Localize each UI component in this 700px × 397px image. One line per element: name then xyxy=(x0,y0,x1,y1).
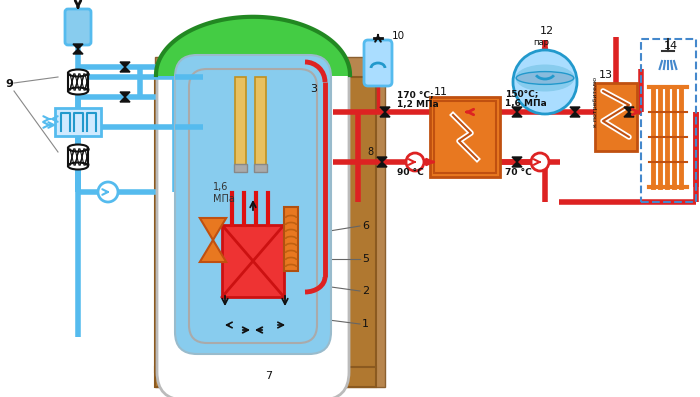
Circle shape xyxy=(513,50,577,114)
Text: 10: 10 xyxy=(392,31,405,41)
Polygon shape xyxy=(120,92,130,97)
Text: 150°С;
1,6 МПа: 150°С; 1,6 МПа xyxy=(505,89,547,108)
Bar xyxy=(595,83,637,151)
Bar xyxy=(284,207,298,271)
Polygon shape xyxy=(377,162,387,167)
Ellipse shape xyxy=(516,65,574,91)
Polygon shape xyxy=(512,107,522,112)
Bar xyxy=(68,73,88,91)
Text: 13: 13 xyxy=(599,70,613,80)
Text: 9: 9 xyxy=(5,79,13,89)
Polygon shape xyxy=(199,218,226,262)
Polygon shape xyxy=(73,44,83,49)
Text: 7: 7 xyxy=(265,371,272,381)
Circle shape xyxy=(406,153,424,171)
Polygon shape xyxy=(380,112,390,117)
FancyBboxPatch shape xyxy=(65,9,91,45)
Text: 14: 14 xyxy=(664,41,678,51)
Polygon shape xyxy=(156,17,350,75)
Ellipse shape xyxy=(516,71,574,85)
Polygon shape xyxy=(570,107,580,112)
Bar xyxy=(155,57,385,387)
Polygon shape xyxy=(380,107,390,112)
Bar xyxy=(222,225,284,297)
Text: 2: 2 xyxy=(362,286,369,296)
Polygon shape xyxy=(624,107,634,112)
Polygon shape xyxy=(120,67,130,72)
Text: 1: 1 xyxy=(362,319,369,329)
Bar xyxy=(234,164,247,172)
Bar xyxy=(348,77,376,372)
Polygon shape xyxy=(624,112,634,117)
Bar xyxy=(68,148,88,166)
Bar xyxy=(430,97,500,177)
FancyBboxPatch shape xyxy=(175,55,331,354)
Text: 90 °С: 90 °С xyxy=(397,168,424,177)
Bar xyxy=(55,108,101,136)
Text: 170 °С;
1,2 МПа: 170 °С; 1,2 МПа xyxy=(397,90,439,109)
Circle shape xyxy=(531,153,549,171)
Text: пар: пар xyxy=(533,38,549,47)
Ellipse shape xyxy=(68,87,88,94)
Circle shape xyxy=(98,182,118,202)
Ellipse shape xyxy=(68,69,88,77)
FancyBboxPatch shape xyxy=(364,40,392,86)
Ellipse shape xyxy=(68,162,88,170)
Text: 3: 3 xyxy=(310,84,317,94)
Polygon shape xyxy=(120,97,130,102)
Text: к потребителю: к потребителю xyxy=(593,77,598,127)
Bar xyxy=(235,77,246,172)
Polygon shape xyxy=(73,49,83,54)
Text: 5: 5 xyxy=(362,254,369,264)
Text: 70 °С: 70 °С xyxy=(505,168,532,177)
Text: 8: 8 xyxy=(367,147,373,157)
Polygon shape xyxy=(120,62,130,67)
Text: 6: 6 xyxy=(362,221,369,231)
Bar xyxy=(254,164,267,172)
Text: 1,6
МПа: 1,6 МПа xyxy=(213,182,235,204)
Polygon shape xyxy=(512,157,522,162)
Polygon shape xyxy=(512,162,522,167)
Bar xyxy=(434,101,496,173)
Polygon shape xyxy=(512,112,522,117)
Polygon shape xyxy=(570,112,580,117)
FancyBboxPatch shape xyxy=(157,49,349,397)
Bar xyxy=(155,367,376,387)
Bar xyxy=(155,77,183,372)
Bar xyxy=(255,77,266,172)
Polygon shape xyxy=(377,157,387,162)
Bar xyxy=(641,39,696,202)
Text: 11: 11 xyxy=(434,87,448,97)
Ellipse shape xyxy=(68,145,88,152)
Text: 12: 12 xyxy=(540,26,554,36)
